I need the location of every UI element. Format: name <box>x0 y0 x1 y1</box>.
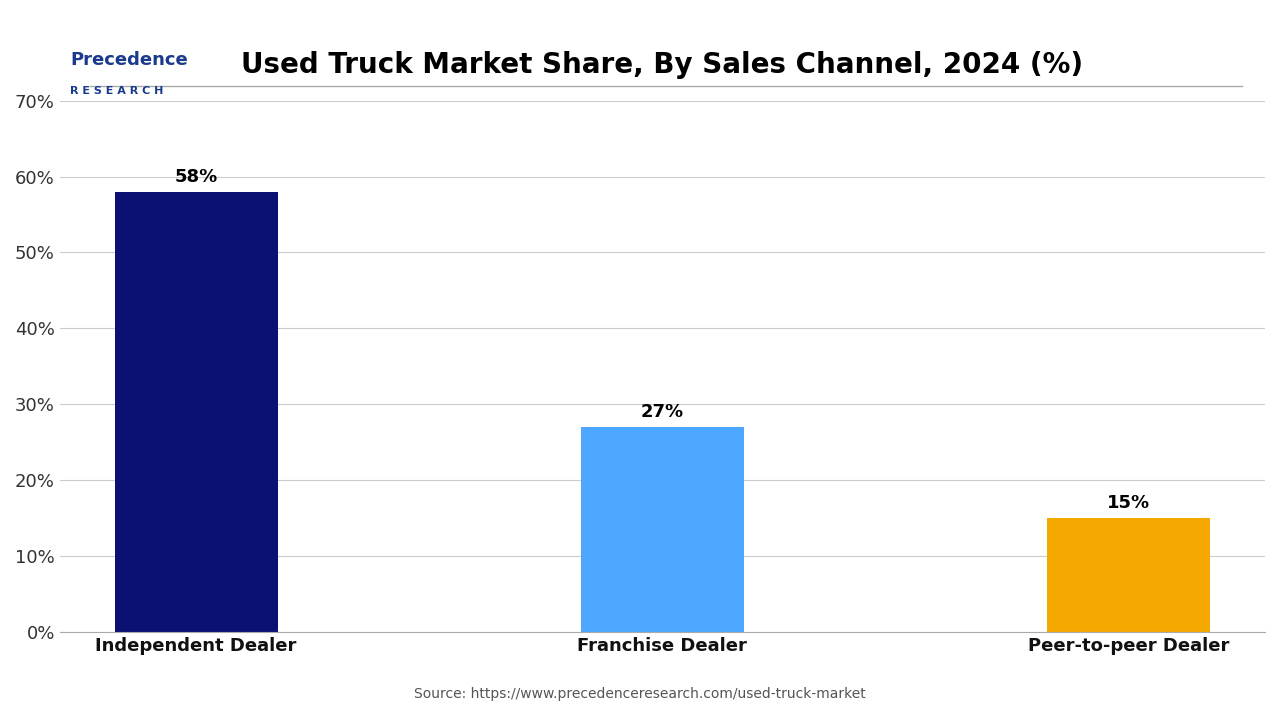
Bar <box>581 427 744 631</box>
Text: 58%: 58% <box>174 168 218 186</box>
Text: 27%: 27% <box>641 403 684 421</box>
Text: 15%: 15% <box>1107 494 1151 512</box>
Title: Used Truck Market Share, By Sales Channel, 2024 (%): Used Truck Market Share, By Sales Channe… <box>242 51 1083 79</box>
Bar <box>114 192 278 631</box>
Bar <box>1047 518 1210 631</box>
Text: Precedence: Precedence <box>70 51 188 69</box>
Text: Source: https://www.precedenceresearch.com/used-truck-market: Source: https://www.precedenceresearch.c… <box>415 688 865 701</box>
Text: R E S E A R C H: R E S E A R C H <box>70 86 164 96</box>
